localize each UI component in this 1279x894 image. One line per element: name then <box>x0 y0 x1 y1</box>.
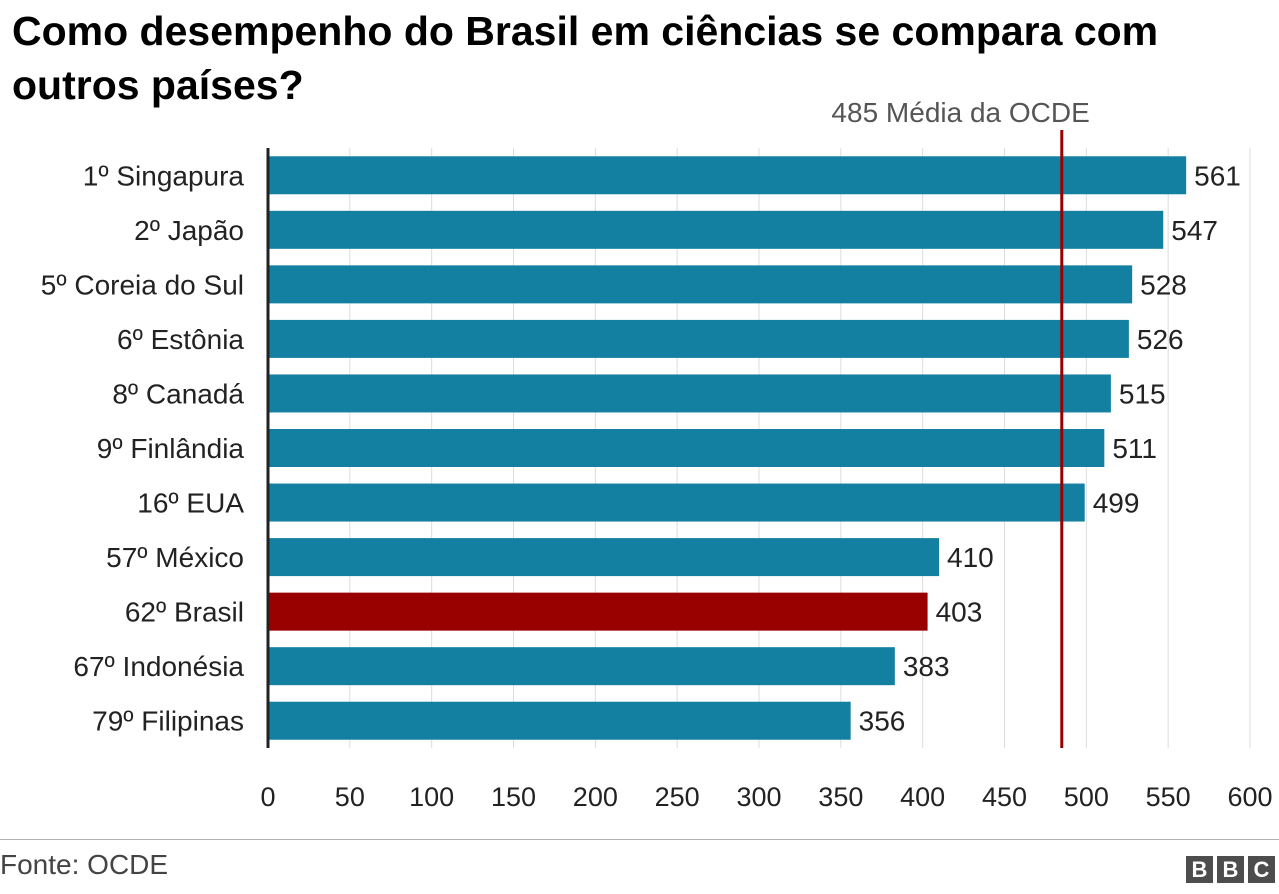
category-label: 79º Filipinas <box>92 706 244 737</box>
category-label: 8º Canadá <box>112 378 244 409</box>
x-tick-label: 200 <box>573 782 618 812</box>
category-label: 67º Indonésia <box>73 651 244 682</box>
reference-line-group: 485 Média da OCDE <box>831 97 1090 748</box>
bbc-logo: B B C <box>1186 856 1275 883</box>
bar-value-labels: 561 547 528 526 515 511 499 410 403 383 356 <box>859 160 1241 736</box>
bar-value-label: 561 <box>1194 160 1241 191</box>
logo-letter: B <box>1217 856 1244 883</box>
bar <box>268 429 1105 467</box>
x-tick-label: 350 <box>818 782 863 812</box>
x-tick-label: 500 <box>1064 782 1109 812</box>
logo-letter: B <box>1186 856 1213 883</box>
category-label: 57º México <box>106 542 244 573</box>
category-labels: 1º Singapura 2º Japão 5º Coreia do Sul 6º E… <box>41 160 245 736</box>
bar-value-label: 528 <box>1140 269 1187 300</box>
x-tick-label: 300 <box>736 782 781 812</box>
chart-title: Como desempenho do Brasil em ciências se… <box>12 8 1159 108</box>
bar <box>268 701 851 740</box>
x-tick-label: 250 <box>655 782 700 812</box>
x-tick-label: 50 <box>335 782 365 812</box>
bar-value-label: 511 <box>1112 433 1157 464</box>
bar-value-label: 526 <box>1137 324 1184 355</box>
bar <box>268 265 1133 304</box>
x-tick-label: 150 <box>491 782 536 812</box>
category-label: 6º Estônia <box>117 324 244 355</box>
bar-value-label: 403 <box>936 597 983 628</box>
category-label: 2º Japão <box>134 215 244 246</box>
source-note: Fonte: OCDE <box>0 849 169 880</box>
footer-divider <box>0 839 1279 840</box>
x-tick-label: 600 <box>1227 782 1272 812</box>
x-tick-labels: 0 50 100 150 200 250 300 350 400 450 500 550 600 <box>260 782 1272 812</box>
category-label: 1º Singapura <box>83 160 245 191</box>
logo-letter: C <box>1248 856 1275 883</box>
reference-line-label: 485 Média da OCDE <box>831 97 1089 128</box>
bar <box>268 538 940 577</box>
bar-value-label: 383 <box>903 651 950 682</box>
x-tick-label: 400 <box>900 782 945 812</box>
bar-value-label: 547 <box>1171 215 1218 246</box>
bar <box>268 210 1164 249</box>
bar-value-label: 410 <box>947 542 994 573</box>
category-label: 16º EUA <box>137 488 244 519</box>
category-label: 9º Finlândia <box>97 433 245 464</box>
bar <box>268 319 1129 358</box>
x-tick-label: 0 <box>260 782 275 812</box>
category-label: 5º Coreia do Sul <box>41 269 244 300</box>
x-tick-label: 550 <box>1146 782 1191 812</box>
bar <box>268 647 895 686</box>
bar <box>268 156 1187 195</box>
category-label: 62º Brasil <box>125 597 244 628</box>
bar-value-label: 499 <box>1093 488 1140 519</box>
x-tick-label: 100 <box>409 782 454 812</box>
bar <box>268 483 1085 522</box>
bar-value-label: 515 <box>1119 378 1166 409</box>
x-tick-label: 450 <box>982 782 1027 812</box>
bar-chart: 561 547 528 526 515 511 499 410 403 383 356 1º Sin… <box>41 97 1273 812</box>
bars <box>268 156 1187 740</box>
bar <box>268 374 1111 413</box>
bar-highlight <box>268 592 928 631</box>
bar-value-label: 356 <box>859 706 906 737</box>
